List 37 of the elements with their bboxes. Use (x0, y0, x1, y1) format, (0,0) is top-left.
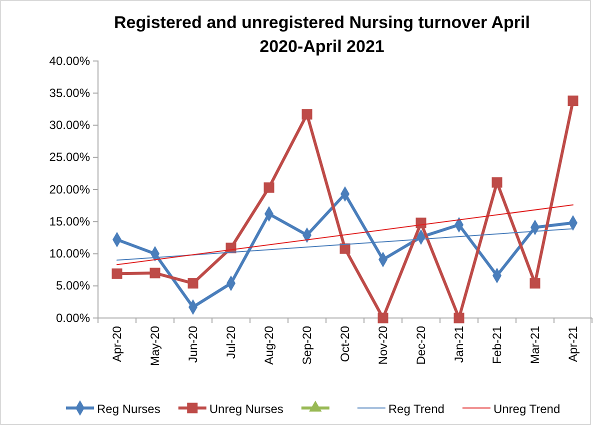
y-tick-label: 25.00% (49, 150, 90, 164)
legend-label: Reg Nurses (97, 402, 160, 416)
y-tick-label: 5.00% (56, 278, 90, 293)
x-tick-label: May-20 (148, 326, 162, 366)
point (150, 268, 160, 278)
x-tick-label: Apr-21 (566, 326, 580, 362)
y-tick-label: 20.00% (49, 182, 90, 196)
x-tick-label: Sep-20 (300, 326, 314, 365)
point (188, 278, 198, 289)
x-tick-label: Jul-20 (224, 326, 238, 359)
y-tick-label: 30.00% (49, 118, 90, 132)
legend-label: Unreg Nurses (209, 402, 284, 416)
point (302, 109, 312, 120)
x-tick-label: Nov-20 (376, 326, 390, 365)
point (112, 268, 122, 279)
x-tick-label: Oct-20 (338, 326, 352, 362)
x-tick-label: Jun-20 (186, 326, 200, 363)
y-tick-label: 35.00% (49, 86, 90, 100)
point (454, 312, 464, 324)
legend-label: Reg Trend (388, 402, 444, 416)
x-tick-label: Jan-21 (452, 326, 466, 363)
x-tick-label: Aug-20 (262, 326, 276, 365)
x-tick-label: Apr-20 (110, 326, 124, 362)
point (530, 278, 540, 289)
y-tick-label: 15.00% (49, 214, 90, 228)
x-tick-label: Dec-20 (414, 326, 428, 365)
x-tick-label: Mar-21 (528, 326, 542, 364)
point (492, 177, 502, 188)
y-tick-label: 10.00% (49, 246, 90, 261)
point (378, 312, 388, 324)
y-tick-label: 40.00% (49, 54, 90, 68)
chart-title: Registered and unregistered Nursing turnover April 2020-April 2021 (114, 13, 530, 56)
point (568, 96, 578, 106)
point (264, 182, 274, 193)
x-tick-label: Feb-21 (490, 326, 504, 364)
y-tick-label: 0.00% (56, 310, 90, 325)
legend-label: Unreg Trend (493, 402, 560, 416)
